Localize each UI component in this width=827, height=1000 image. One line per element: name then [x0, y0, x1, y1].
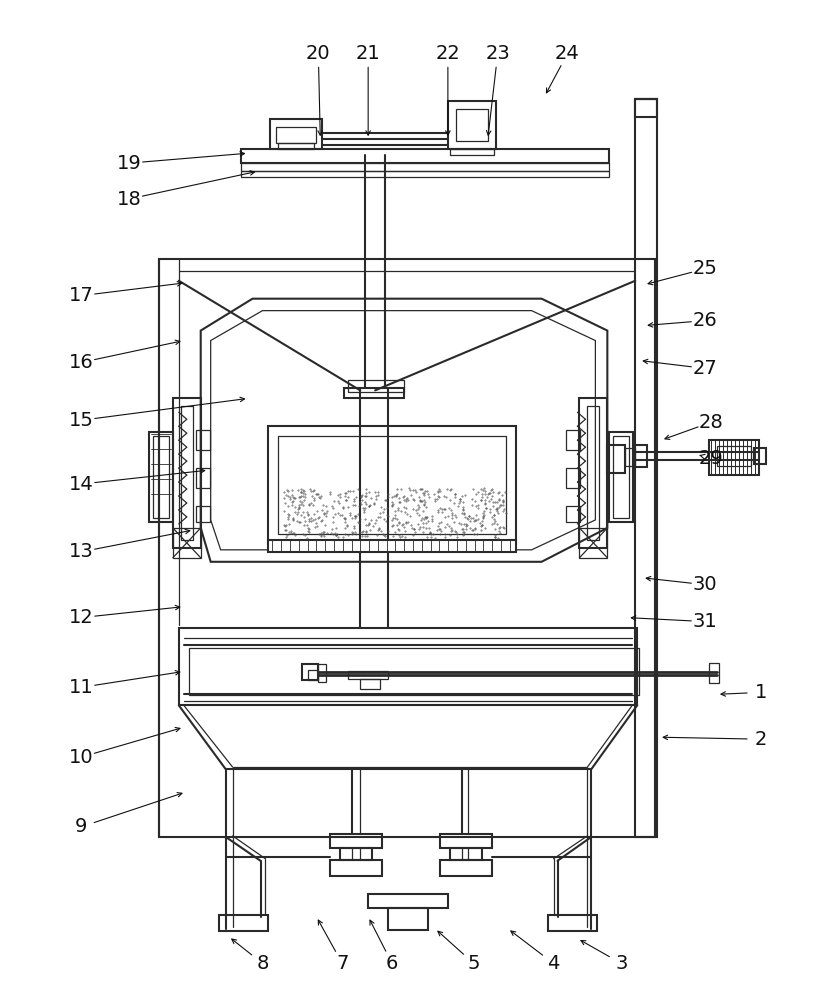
Bar [344, 388, 404, 398]
Bar [580, 398, 607, 548]
Bar [149, 432, 173, 522]
Bar [587, 406, 600, 540]
Bar [330, 834, 382, 848]
Bar [348, 380, 404, 392]
Bar [368, 894, 448, 908]
Text: 22: 22 [436, 44, 461, 63]
Bar [580, 528, 607, 558]
Bar [566, 430, 581, 450]
Text: 13: 13 [69, 542, 93, 561]
Text: 16: 16 [69, 353, 93, 372]
Bar [159, 259, 655, 837]
Bar [456, 109, 488, 141]
Text: 12: 12 [69, 608, 93, 627]
Bar [709, 440, 759, 475]
Text: 9: 9 [75, 817, 88, 836]
Text: 25: 25 [692, 259, 718, 278]
Text: 6: 6 [386, 954, 399, 973]
Bar [348, 671, 388, 679]
Text: 27: 27 [693, 359, 717, 378]
Bar [318, 664, 327, 682]
Bar [173, 398, 201, 548]
Bar [279, 143, 314, 149]
Bar [196, 506, 210, 522]
Bar [276, 127, 316, 143]
Text: 2: 2 [755, 730, 767, 749]
Bar [635, 99, 657, 837]
Bar [709, 663, 719, 683]
Text: 14: 14 [69, 475, 93, 494]
Text: 23: 23 [485, 44, 510, 63]
Bar [308, 670, 318, 680]
Bar [153, 436, 169, 518]
Bar [609, 432, 633, 522]
Text: 31: 31 [693, 612, 717, 631]
Bar [189, 648, 639, 695]
Text: 5: 5 [467, 954, 480, 973]
Bar [450, 149, 494, 155]
Text: 26: 26 [693, 311, 717, 330]
Bar [179, 628, 638, 705]
Bar [607, 445, 625, 473]
Bar [566, 468, 581, 488]
Bar [340, 848, 372, 860]
Text: 4: 4 [547, 954, 560, 973]
Bar [448, 101, 495, 149]
Bar [388, 908, 428, 930]
Text: 18: 18 [117, 190, 141, 209]
Bar [218, 915, 269, 931]
Bar [269, 540, 516, 552]
Bar [635, 445, 648, 467]
Bar [279, 436, 505, 534]
Bar [614, 436, 629, 518]
Text: 19: 19 [117, 154, 141, 173]
Bar [196, 468, 210, 488]
Bar [196, 430, 210, 450]
Text: 28: 28 [699, 413, 724, 432]
Text: 15: 15 [69, 411, 93, 430]
Bar [173, 528, 201, 558]
Text: 20: 20 [306, 44, 331, 63]
Text: 1: 1 [755, 683, 767, 702]
Bar [440, 860, 492, 876]
Text: 29: 29 [699, 449, 724, 468]
Bar [361, 679, 380, 689]
Bar [303, 664, 318, 680]
Text: 30: 30 [693, 575, 717, 594]
Text: 24: 24 [555, 44, 580, 63]
Text: 21: 21 [356, 44, 380, 63]
Bar [635, 99, 657, 117]
Text: 11: 11 [69, 678, 93, 697]
Bar [625, 448, 635, 466]
Bar [241, 171, 609, 177]
Bar [269, 426, 516, 544]
Bar [566, 506, 581, 522]
Text: 10: 10 [69, 748, 93, 767]
Text: 8: 8 [256, 954, 269, 973]
Bar [547, 915, 597, 931]
Bar [450, 848, 482, 860]
Text: 17: 17 [69, 286, 93, 305]
Bar [440, 834, 492, 848]
Bar [330, 860, 382, 876]
Bar [717, 446, 751, 466]
Text: 3: 3 [615, 954, 628, 973]
Bar [241, 149, 609, 163]
Bar [241, 163, 609, 171]
Bar [181, 406, 193, 540]
Bar [270, 119, 323, 149]
Bar [754, 448, 766, 464]
Text: 7: 7 [336, 954, 348, 973]
